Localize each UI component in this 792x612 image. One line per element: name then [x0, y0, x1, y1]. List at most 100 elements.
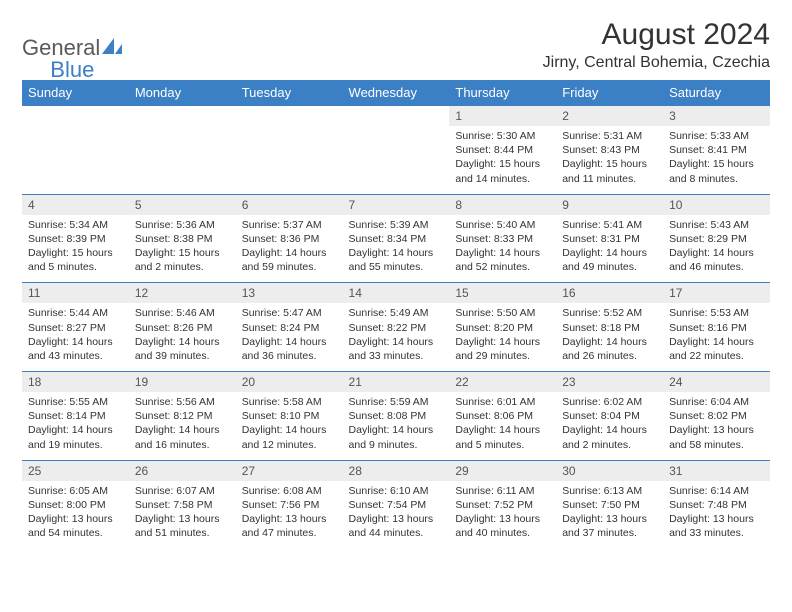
- date-cell: 11Sunrise: 5:44 AMSunset: 8:27 PMDayligh…: [22, 283, 129, 372]
- date-info: Sunrise: 5:56 AMSunset: 8:12 PMDaylight:…: [129, 392, 236, 460]
- date-cell: 14Sunrise: 5:49 AMSunset: 8:22 PMDayligh…: [343, 283, 450, 372]
- date-cell: 21Sunrise: 5:59 AMSunset: 8:08 PMDayligh…: [343, 372, 450, 461]
- date-cell: 3Sunrise: 5:33 AMSunset: 8:41 PMDaylight…: [663, 106, 770, 195]
- date-number: 13: [236, 283, 343, 303]
- logo-sail-icon: [102, 36, 124, 61]
- dayhead-fri: Friday: [556, 80, 663, 106]
- date-cell: 22Sunrise: 6:01 AMSunset: 8:06 PMDayligh…: [449, 372, 556, 461]
- date-cell: 23Sunrise: 6:02 AMSunset: 8:04 PMDayligh…: [556, 372, 663, 461]
- date-info: Sunrise: 6:01 AMSunset: 8:06 PMDaylight:…: [449, 392, 556, 460]
- date-cell: 28Sunrise: 6:10 AMSunset: 7:54 PMDayligh…: [343, 460, 450, 548]
- date-number: 6: [236, 195, 343, 215]
- date-cell: 24Sunrise: 6:04 AMSunset: 8:02 PMDayligh…: [663, 372, 770, 461]
- date-cell: 15Sunrise: 5:50 AMSunset: 8:20 PMDayligh…: [449, 283, 556, 372]
- date-number: 15: [449, 283, 556, 303]
- date-cell: 25Sunrise: 6:05 AMSunset: 8:00 PMDayligh…: [22, 460, 129, 548]
- dayhead-wed: Wednesday: [343, 80, 450, 106]
- dayhead-sun: Sunday: [22, 80, 129, 106]
- week-row: 4Sunrise: 5:34 AMSunset: 8:39 PMDaylight…: [22, 194, 770, 283]
- dayhead-thu: Thursday: [449, 80, 556, 106]
- logo: General Blue: [22, 24, 148, 72]
- date-cell: 26Sunrise: 6:07 AMSunset: 7:58 PMDayligh…: [129, 460, 236, 548]
- date-info: Sunrise: 5:46 AMSunset: 8:26 PMDaylight:…: [129, 303, 236, 371]
- date-number: 16: [556, 283, 663, 303]
- calendar-body: 1Sunrise: 5:30 AMSunset: 8:44 PMDaylight…: [22, 106, 770, 549]
- date-cell: 19Sunrise: 5:56 AMSunset: 8:12 PMDayligh…: [129, 372, 236, 461]
- date-cell: [343, 106, 450, 195]
- dayhead-mon: Monday: [129, 80, 236, 106]
- date-cell: 30Sunrise: 6:13 AMSunset: 7:50 PMDayligh…: [556, 460, 663, 548]
- date-info: Sunrise: 5:37 AMSunset: 8:36 PMDaylight:…: [236, 215, 343, 283]
- date-info: Sunrise: 5:34 AMSunset: 8:39 PMDaylight:…: [22, 215, 129, 283]
- date-info: Sunrise: 6:13 AMSunset: 7:50 PMDaylight:…: [556, 481, 663, 549]
- date-cell: 13Sunrise: 5:47 AMSunset: 8:24 PMDayligh…: [236, 283, 343, 372]
- date-number: 30: [556, 461, 663, 481]
- date-number: [129, 106, 236, 126]
- location-text: Jirny, Central Bohemia, Czechia: [543, 54, 770, 72]
- week-row: 11Sunrise: 5:44 AMSunset: 8:27 PMDayligh…: [22, 283, 770, 372]
- date-number: 28: [343, 461, 450, 481]
- date-number: [343, 106, 450, 126]
- date-number: 11: [22, 283, 129, 303]
- date-cell: [236, 106, 343, 195]
- date-cell: 10Sunrise: 5:43 AMSunset: 8:29 PMDayligh…: [663, 194, 770, 283]
- dayhead-sat: Saturday: [663, 80, 770, 106]
- date-info: Sunrise: 5:58 AMSunset: 8:10 PMDaylight:…: [236, 392, 343, 460]
- calendar-table: Sunday Monday Tuesday Wednesday Thursday…: [22, 80, 770, 548]
- logo-text-blue: Blue: [50, 57, 94, 83]
- date-cell: 2Sunrise: 5:31 AMSunset: 8:43 PMDaylight…: [556, 106, 663, 195]
- date-info: Sunrise: 6:04 AMSunset: 8:02 PMDaylight:…: [663, 392, 770, 460]
- date-cell: 4Sunrise: 5:34 AMSunset: 8:39 PMDaylight…: [22, 194, 129, 283]
- date-number: 3: [663, 106, 770, 126]
- date-info: Sunrise: 5:55 AMSunset: 8:14 PMDaylight:…: [22, 392, 129, 460]
- date-info: Sunrise: 6:08 AMSunset: 7:56 PMDaylight:…: [236, 481, 343, 549]
- date-number: [22, 106, 129, 126]
- date-cell: [129, 106, 236, 195]
- date-number: 2: [556, 106, 663, 126]
- date-info: Sunrise: 6:11 AMSunset: 7:52 PMDaylight:…: [449, 481, 556, 549]
- date-cell: 31Sunrise: 6:14 AMSunset: 7:48 PMDayligh…: [663, 460, 770, 548]
- date-number: 20: [236, 372, 343, 392]
- date-number: 24: [663, 372, 770, 392]
- date-cell: 27Sunrise: 6:08 AMSunset: 7:56 PMDayligh…: [236, 460, 343, 548]
- date-info: Sunrise: 5:39 AMSunset: 8:34 PMDaylight:…: [343, 215, 450, 283]
- date-info: Sunrise: 5:50 AMSunset: 8:20 PMDaylight:…: [449, 303, 556, 371]
- date-info: Sunrise: 6:05 AMSunset: 8:00 PMDaylight:…: [22, 481, 129, 549]
- date-info: Sunrise: 6:10 AMSunset: 7:54 PMDaylight:…: [343, 481, 450, 549]
- date-cell: 17Sunrise: 5:53 AMSunset: 8:16 PMDayligh…: [663, 283, 770, 372]
- date-number: 12: [129, 283, 236, 303]
- date-info: Sunrise: 5:31 AMSunset: 8:43 PMDaylight:…: [556, 126, 663, 194]
- date-info: Sunrise: 5:41 AMSunset: 8:31 PMDaylight:…: [556, 215, 663, 283]
- header: General Blue August 2024 Jirny, Central …: [22, 18, 770, 72]
- date-cell: 18Sunrise: 5:55 AMSunset: 8:14 PMDayligh…: [22, 372, 129, 461]
- date-cell: 9Sunrise: 5:41 AMSunset: 8:31 PMDaylight…: [556, 194, 663, 283]
- date-number: 4: [22, 195, 129, 215]
- date-info: Sunrise: 5:47 AMSunset: 8:24 PMDaylight:…: [236, 303, 343, 371]
- date-number: 14: [343, 283, 450, 303]
- date-info: Sunrise: 5:53 AMSunset: 8:16 PMDaylight:…: [663, 303, 770, 371]
- date-number: 26: [129, 461, 236, 481]
- date-number: 29: [449, 461, 556, 481]
- date-cell: 5Sunrise: 5:36 AMSunset: 8:38 PMDaylight…: [129, 194, 236, 283]
- date-number: 17: [663, 283, 770, 303]
- date-number: 22: [449, 372, 556, 392]
- date-cell: 1Sunrise: 5:30 AMSunset: 8:44 PMDaylight…: [449, 106, 556, 195]
- date-number: 10: [663, 195, 770, 215]
- date-number: 1: [449, 106, 556, 126]
- date-info: Sunrise: 6:07 AMSunset: 7:58 PMDaylight:…: [129, 481, 236, 549]
- date-cell: 29Sunrise: 6:11 AMSunset: 7:52 PMDayligh…: [449, 460, 556, 548]
- date-cell: [22, 106, 129, 195]
- date-info: Sunrise: 5:59 AMSunset: 8:08 PMDaylight:…: [343, 392, 450, 460]
- date-number: 19: [129, 372, 236, 392]
- dayhead-tue: Tuesday: [236, 80, 343, 106]
- date-number: 9: [556, 195, 663, 215]
- date-info: Sunrise: 6:14 AMSunset: 7:48 PMDaylight:…: [663, 481, 770, 549]
- date-number: 7: [343, 195, 450, 215]
- date-number: 31: [663, 461, 770, 481]
- date-number: [236, 106, 343, 126]
- day-header-row: Sunday Monday Tuesday Wednesday Thursday…: [22, 80, 770, 106]
- date-info: Sunrise: 5:36 AMSunset: 8:38 PMDaylight:…: [129, 215, 236, 283]
- date-info: Sunrise: 5:30 AMSunset: 8:44 PMDaylight:…: [449, 126, 556, 194]
- date-number: 27: [236, 461, 343, 481]
- week-row: 1Sunrise: 5:30 AMSunset: 8:44 PMDaylight…: [22, 106, 770, 195]
